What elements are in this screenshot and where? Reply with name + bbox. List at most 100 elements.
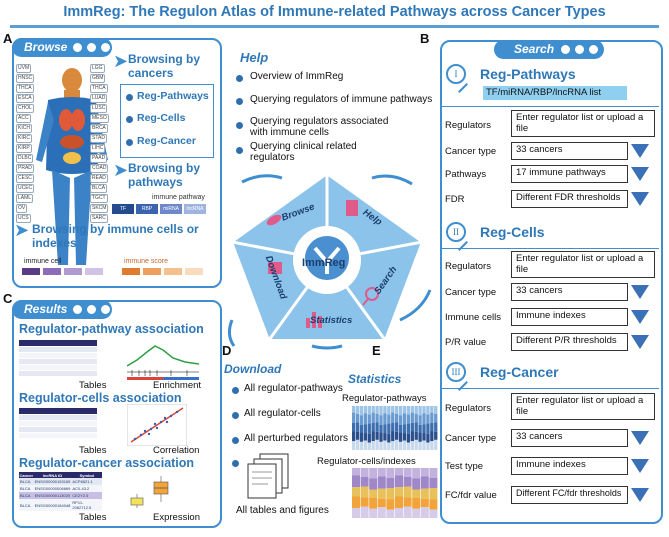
chevron-down-icon[interactable] xyxy=(631,144,649,158)
regulators-input[interactable]: Enter regulator list or upload a file xyxy=(511,393,655,420)
stacked-segment xyxy=(375,413,379,423)
heading-regulator-cells: Regulator-cells association xyxy=(19,391,182,405)
help-item-overview[interactable]: Overview of ImmReg xyxy=(250,71,344,82)
body-map-label[interactable]: UCS xyxy=(16,214,31,223)
chevron-down-icon[interactable] xyxy=(631,431,649,445)
regulators-input[interactable]: Enter regulator list or upload a file xyxy=(511,251,655,278)
expression-boxplot-thumb xyxy=(130,476,169,508)
browse-item-reg-cancer[interactable]: Reg-Cancer xyxy=(137,135,196,147)
search-icon xyxy=(362,287,379,306)
body-map-label[interactable]: STAD xyxy=(90,134,107,143)
body-map-label[interactable]: ACC xyxy=(16,114,31,123)
body-map-label[interactable]: DLBC xyxy=(16,154,34,163)
immune-cells-select[interactable]: Immune indexes xyxy=(511,308,628,326)
chevron-down-icon[interactable] xyxy=(631,335,649,349)
stacked-segment xyxy=(375,431,379,440)
stacked-segment xyxy=(355,431,360,440)
chevron-down-icon[interactable] xyxy=(631,192,649,206)
stacked-segment xyxy=(434,406,438,414)
body-map-label[interactable]: LUSC xyxy=(90,104,108,113)
download-files-label[interactable]: All tables and figures xyxy=(236,505,329,516)
stacked-segment xyxy=(403,468,412,477)
browse-by-cancers[interactable]: Browsing by cancers xyxy=(128,52,201,80)
stacked-segment xyxy=(422,413,426,425)
body-map-label[interactable]: LIHC xyxy=(90,144,106,153)
fdr-select[interactable]: Different FDR thresholds xyxy=(511,190,628,208)
body-map-label[interactable]: THCA xyxy=(16,84,34,93)
body-map-label[interactable]: KIRP xyxy=(16,144,32,153)
stacked-segment xyxy=(402,413,407,425)
stacked-segment xyxy=(379,424,383,433)
body-map-label[interactable]: UCEC xyxy=(16,184,35,193)
stacked-segment xyxy=(387,423,391,434)
body-map-label[interactable]: LUAD xyxy=(90,94,108,103)
body-map-label[interactable]: BLCA xyxy=(90,184,108,193)
stacked-segment xyxy=(410,406,414,413)
stacked-segment xyxy=(359,441,364,450)
cancer-type-select[interactable]: 33 cancers xyxy=(511,429,628,447)
body-map-label[interactable]: UVM xyxy=(16,64,32,73)
help-item-pathways[interactable]: Querying regulators of immune pathways xyxy=(250,94,433,105)
chip-tf[interactable]: TF xyxy=(112,204,134,214)
body-map-label[interactable]: KICH xyxy=(16,124,32,133)
browse-item-reg-cells[interactable]: Reg-Cells xyxy=(137,112,186,124)
stacked-segment xyxy=(422,440,426,450)
chevron-down-icon[interactable] xyxy=(631,310,649,324)
table-header: Symbol xyxy=(79,472,95,478)
body-map-label[interactable]: KIRC xyxy=(16,134,32,143)
stacked-segment xyxy=(383,433,387,441)
pathways-select[interactable]: 17 immune pathways xyxy=(511,165,628,183)
chip-mirna[interactable]: miRNA xyxy=(160,204,182,214)
body-map-label[interactable]: PAAD xyxy=(90,154,108,163)
body-map-label[interactable]: PRAD xyxy=(16,164,34,173)
stacked-segment xyxy=(429,499,438,510)
test-type-select[interactable]: Immune indexes xyxy=(511,457,628,475)
body-map-label[interactable]: CHOL xyxy=(16,104,34,113)
body-map-label[interactable]: BRCA xyxy=(90,124,108,133)
field-label-regulators: Regulators xyxy=(445,261,491,272)
cancer-type-select[interactable]: 33 cancers xyxy=(511,283,628,301)
body-map-label[interactable]: SKCM xyxy=(90,204,109,213)
browse-by-cells[interactable]: Browsing by immune cells or indexes xyxy=(32,222,199,250)
fc-fdr-select[interactable]: Different FC/fdr thresholds xyxy=(511,486,628,504)
arrow-right-icon: ➤ xyxy=(113,51,129,71)
stacked-segment xyxy=(391,412,395,423)
body-map-label[interactable]: COAD xyxy=(90,164,109,173)
pentagon-statistics[interactable]: Statistics xyxy=(310,315,353,326)
body-map-label[interactable]: READ xyxy=(90,174,108,183)
body-map-label[interactable]: OV xyxy=(16,204,28,213)
help-item-clinical[interactable]: Querying clinical related regulators xyxy=(250,141,357,163)
body-map-label[interactable]: LGG xyxy=(90,64,105,73)
browse-by-pathways[interactable]: Browsing by pathways xyxy=(128,161,201,189)
body-map-label[interactable]: GBM xyxy=(90,74,106,83)
field-label-cancer-type: Cancer type xyxy=(445,287,497,298)
chevron-down-icon[interactable] xyxy=(631,167,649,181)
cancer-type-select[interactable]: 33 cancers xyxy=(511,142,628,160)
body-map-label[interactable]: ESCA xyxy=(16,94,34,103)
body-map-label[interactable]: HNSC xyxy=(16,74,35,83)
help-item-cells[interactable]: Querying regulators associated with immu… xyxy=(250,116,389,138)
section-divider xyxy=(440,388,659,389)
body-map-label[interactable]: LAML xyxy=(16,194,34,203)
download-item-cells[interactable]: All regulator-cells xyxy=(244,408,321,419)
pr-value-select[interactable]: Different P/R thresholds xyxy=(511,333,628,351)
table-cell: ENSG00000153165 xyxy=(34,479,71,484)
body-map-label[interactable]: TGCT xyxy=(90,194,108,203)
download-item-pathways[interactable]: All regulator-pathways xyxy=(244,383,343,394)
chip-rbp[interactable]: RBP xyxy=(136,204,158,214)
body-map-label[interactable]: SARC xyxy=(90,214,108,223)
panel-letter-a: A xyxy=(3,31,13,46)
body-map-label[interactable]: CESC xyxy=(16,174,34,183)
stacked-segment xyxy=(383,406,387,414)
chevron-down-icon[interactable] xyxy=(631,459,649,473)
download-item-perturbed[interactable]: All perturbed regulators xyxy=(244,433,348,444)
browse-item-reg-pathways[interactable]: Reg-Pathways xyxy=(137,90,209,102)
chevron-down-icon[interactable] xyxy=(631,285,649,299)
chevron-down-icon[interactable] xyxy=(631,488,649,502)
stacked-segment xyxy=(410,422,414,432)
regulators-input[interactable]: Enter regulator list or upload a file xyxy=(511,110,655,137)
body-map-label[interactable]: MESO xyxy=(90,114,109,123)
body-map-label[interactable]: THCA xyxy=(90,84,108,93)
chip-lncrna[interactable]: lncRNA xyxy=(184,204,206,214)
bullet-icon xyxy=(236,75,243,82)
